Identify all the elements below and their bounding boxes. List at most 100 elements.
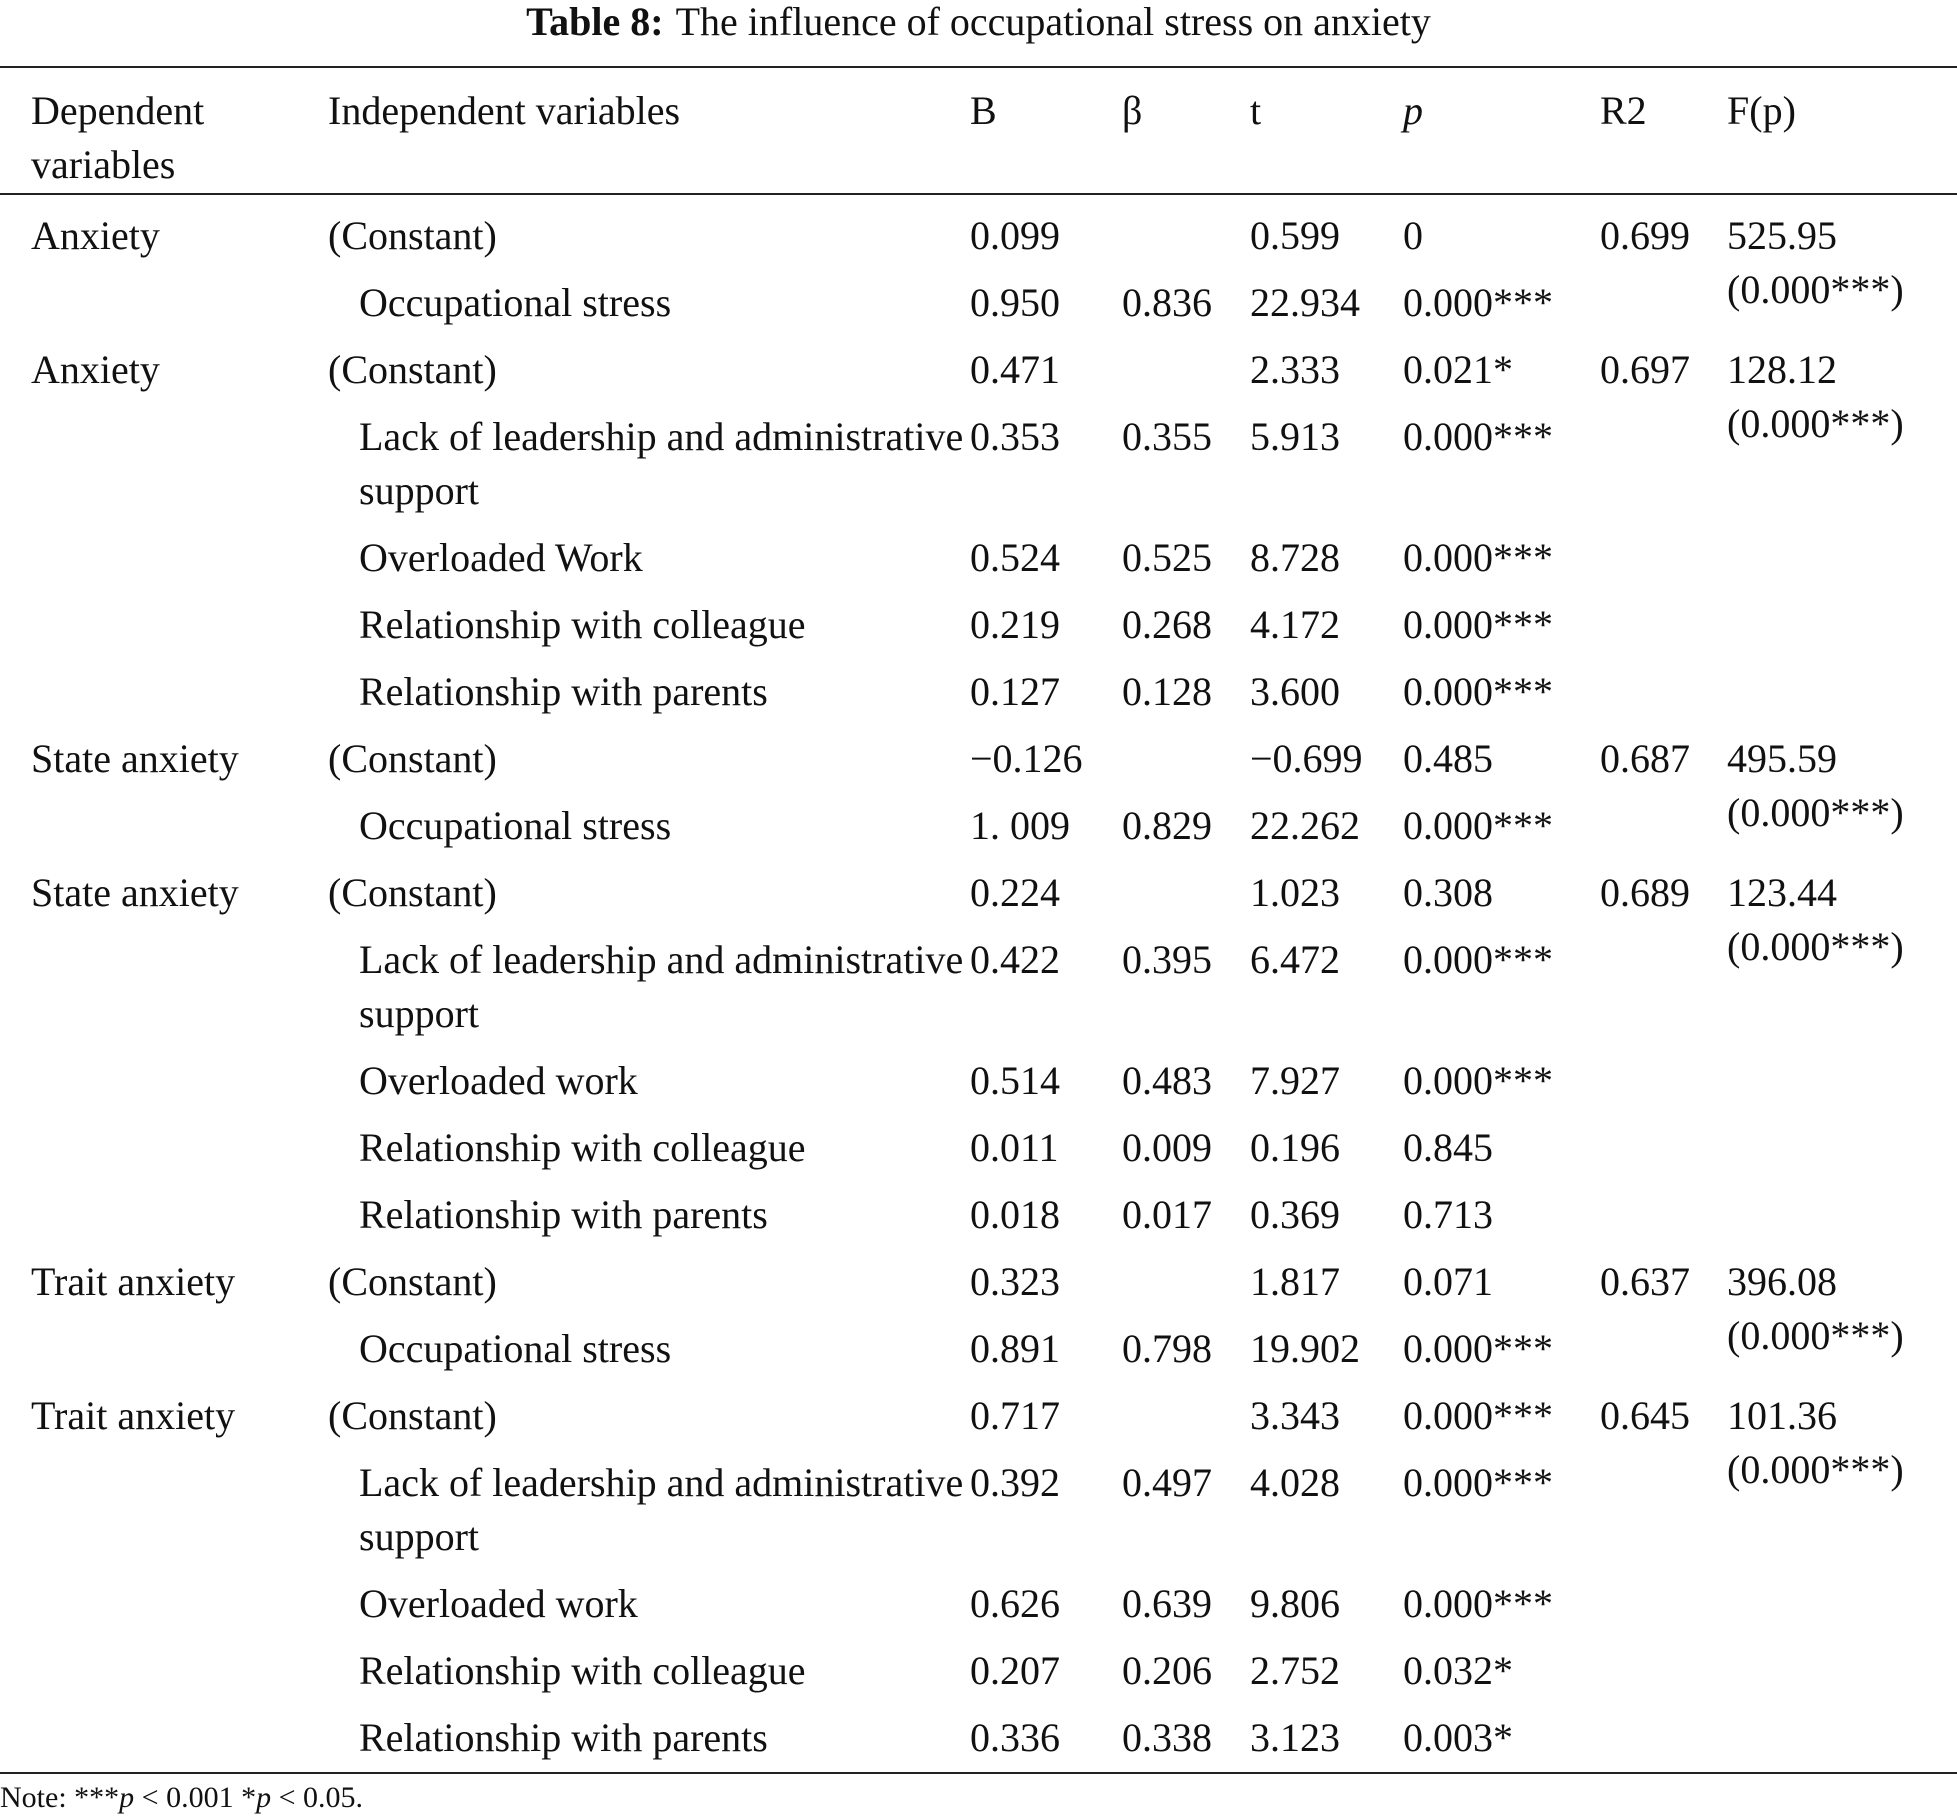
beta-value: 0.338 xyxy=(1122,1715,1212,1760)
t-value: 1.817 xyxy=(1250,1259,1340,1304)
note-part: p xyxy=(256,1781,272,1814)
table-row: Trait anxiety (Constant) 0.717 3.343 0.000**… xyxy=(0,1383,1957,1492)
p-value: 0.000*** xyxy=(1403,1058,1553,1103)
b-value: 1. 009 xyxy=(970,803,1070,848)
header-row: Dependent variables Independent variables… xyxy=(0,67,1957,194)
t-value: 1.023 xyxy=(1250,870,1340,915)
t-value: 3.600 xyxy=(1250,669,1340,714)
dependent-variable: Trait anxiety xyxy=(31,1259,236,1304)
independent-variable: Relationship with colleague xyxy=(359,1125,806,1170)
t-value: 4.172 xyxy=(1250,602,1340,647)
beta-value: 0.355 xyxy=(1122,414,1212,459)
t-value: −0.699 xyxy=(1250,736,1363,781)
table-row: Anxiety (Constant) 0.099 0.599 0 0.699 525.95 … xyxy=(0,194,1957,312)
p-value: 0.485 xyxy=(1403,736,1493,781)
table-row: Relationship with colleague 0.207 0.206 2.7… xyxy=(0,1638,1957,1705)
p-value: 0.000*** xyxy=(1403,1326,1553,1371)
note-part: p xyxy=(119,1781,135,1814)
t-value: 9.806 xyxy=(1250,1581,1340,1626)
b-value: 0.514 xyxy=(970,1058,1060,1103)
independent-variable: Overloaded work xyxy=(359,1581,638,1626)
t-value: 5.913 xyxy=(1250,414,1340,459)
p-value: 0.713 xyxy=(1403,1192,1493,1237)
dependent-variable: State anxiety xyxy=(31,870,239,915)
t-value: 6.472 xyxy=(1250,937,1340,982)
table-row: Lack of leadership and administrative su… xyxy=(0,927,1957,1048)
beta-value: 0.128 xyxy=(1122,669,1212,714)
table-row: Relationship with colleague 0.219 0.268 4.1… xyxy=(0,592,1957,659)
independent-variable: (Constant) xyxy=(328,1259,497,1304)
independent-variable: Lack of leadership and administrative su… xyxy=(359,937,964,1036)
independent-variable: (Constant) xyxy=(328,1393,497,1438)
t-value: 2.333 xyxy=(1250,347,1340,392)
p-value: 0.000*** xyxy=(1403,1460,1553,1505)
f-value: 525.95 (0.000***) xyxy=(1727,213,1904,312)
p-value: 0.308 xyxy=(1403,870,1493,915)
b-value: 0.127 xyxy=(970,669,1060,714)
beta-value: 0.017 xyxy=(1122,1192,1212,1237)
table-row: Occupational stress 1. 009 0.829 22.262 0.00… xyxy=(0,793,1957,860)
p-value: 0.032* xyxy=(1403,1648,1513,1693)
dependent-variable: State anxiety xyxy=(31,736,239,781)
independent-variable: Relationship with parents xyxy=(359,1192,768,1237)
p-value: 0.003* xyxy=(1403,1715,1513,1760)
independent-variable: Relationship with parents xyxy=(359,1715,768,1760)
b-value: 0.011 xyxy=(970,1125,1059,1170)
dependent-variable: Anxiety xyxy=(31,213,160,258)
beta-value: 0.206 xyxy=(1122,1648,1212,1693)
empty-cell xyxy=(1122,337,1250,404)
empty-cell xyxy=(1122,1249,1250,1316)
table-row: Lack of leadership and administrative su… xyxy=(0,404,1957,525)
table-note: Note: ***p < 0.001 *p < 0.05. xyxy=(0,1774,1957,1818)
empty-cell xyxy=(1122,1383,1250,1450)
t-value: 0.196 xyxy=(1250,1125,1340,1170)
table-row: Occupational stress 0.891 0.798 19.902 0.000… xyxy=(0,1316,1957,1383)
beta-value: 0.798 xyxy=(1122,1326,1212,1371)
p-value: 0.000*** xyxy=(1403,535,1553,580)
independent-variable: Lack of leadership and administrative su… xyxy=(359,1460,964,1559)
beta-value: 0.483 xyxy=(1122,1058,1212,1103)
t-value: 22.934 xyxy=(1250,280,1360,325)
f-value: 101.36 (0.000***) xyxy=(1727,1393,1904,1492)
b-value: 0.018 xyxy=(970,1192,1060,1237)
p-value: 0.000*** xyxy=(1403,937,1553,982)
table-caption: The influence of occupational stress on … xyxy=(675,0,1431,44)
f-value: 128.12 (0.000***) xyxy=(1727,347,1904,446)
independent-variable: Occupational stress xyxy=(359,803,672,848)
b-value: 0.207 xyxy=(970,1648,1060,1693)
p-value: 0.000*** xyxy=(1403,280,1553,325)
p-value: 0.071 xyxy=(1403,1259,1493,1304)
p-value: 0.021* xyxy=(1403,347,1513,392)
table-body: Anxiety (Constant) 0.099 0.599 0 0.699 525.95 … xyxy=(0,194,1957,1773)
table-row: Lack of leadership and administrative su… xyxy=(0,1450,1957,1571)
header-cell: t xyxy=(1250,88,1262,133)
independent-variable: (Constant) xyxy=(328,736,497,781)
header-cell: p xyxy=(1403,88,1423,133)
t-value: 19.902 xyxy=(1250,1326,1360,1371)
beta-value: 0.395 xyxy=(1122,937,1212,982)
table-row: Overloaded work 0.626 0.639 9.806 0.000*** xyxy=(0,1571,1957,1638)
dependent-variable: Anxiety xyxy=(31,347,160,392)
r2-value: 0.687 xyxy=(1600,736,1690,781)
independent-variable: Occupational stress xyxy=(359,280,672,325)
b-value: −0.126 xyxy=(970,736,1083,781)
t-value: 22.262 xyxy=(1250,803,1360,848)
note-part: < 0.05. xyxy=(271,1781,363,1814)
independent-variable: Overloaded Work xyxy=(359,535,643,580)
r2-value: 0.637 xyxy=(1600,1259,1690,1304)
r2-value: 0.697 xyxy=(1600,347,1690,392)
p-value: 0.000*** xyxy=(1403,1581,1553,1626)
b-value: 0.950 xyxy=(970,280,1060,325)
table-row: Anxiety (Constant) 0.471 2.333 0.021* 0.697 12… xyxy=(0,337,1957,446)
header-cell: B xyxy=(970,88,997,133)
table-row: Occupational stress 0.950 0.836 22.934 0.000… xyxy=(0,270,1957,337)
independent-variable: Lack of leadership and administrative su… xyxy=(359,414,964,513)
independent-variable: Relationship with colleague xyxy=(359,1648,806,1693)
t-value: 2.752 xyxy=(1250,1648,1340,1693)
t-value: 3.123 xyxy=(1250,1715,1340,1760)
b-value: 0.099 xyxy=(970,213,1060,258)
beta-value: 0.639 xyxy=(1122,1581,1212,1626)
header-cell: Independent variables xyxy=(328,88,681,133)
t-value: 0.599 xyxy=(1250,213,1340,258)
table-label: Table 8: xyxy=(526,0,664,44)
